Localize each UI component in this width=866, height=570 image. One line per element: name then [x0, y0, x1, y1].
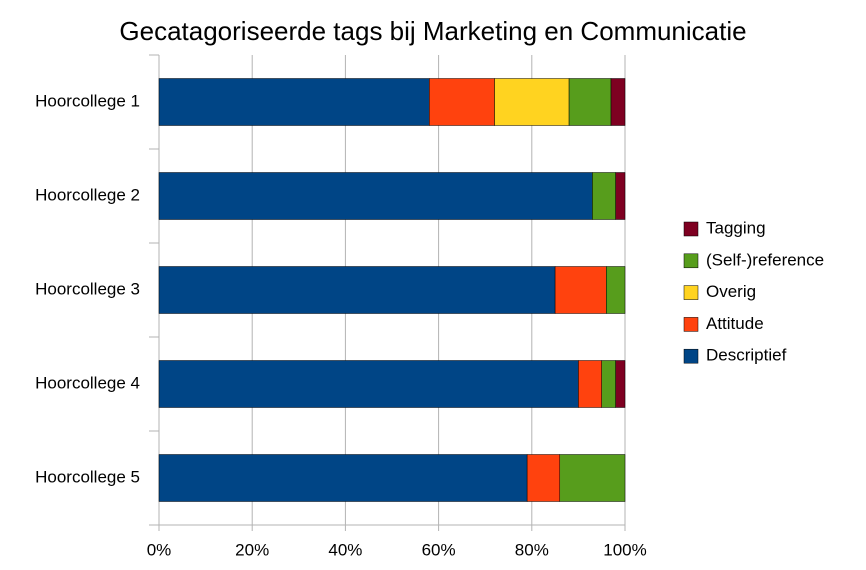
bar-segment [601, 360, 616, 408]
x-tick-label: 0% [147, 540, 172, 559]
x-tick-label: 20% [235, 540, 269, 559]
y-tick-label: Hoorcollege 3 [35, 279, 140, 298]
bar-segment [429, 78, 495, 126]
bar-segment [615, 172, 626, 220]
legend-swatch [683, 221, 699, 237]
legend-label: Attitude [706, 314, 764, 333]
bar-segment [578, 360, 602, 408]
bar-segment [494, 78, 570, 126]
legend-swatch [683, 317, 699, 332]
legend-swatch [683, 285, 699, 300]
bar-segment [158, 266, 556, 314]
bar-segment [606, 266, 626, 314]
legend-swatch [683, 348, 699, 364]
x-tick-label: 40% [328, 540, 362, 559]
legend-label: Descriptief [706, 346, 787, 365]
bar-segment [526, 454, 561, 502]
legend-label: Tagging [706, 218, 766, 237]
legend-swatch [683, 253, 699, 269]
bar-segment [610, 78, 626, 126]
y-tick-label: Hoorcollege 4 [35, 373, 140, 392]
y-tick-label: Hoorcollege 2 [35, 185, 140, 204]
bar-segment [559, 454, 626, 502]
legend-label: (Self-)reference [706, 250, 824, 269]
chart-title: Gecatagoriseerde tags bij Marketing en C… [119, 16, 746, 46]
y-tick-label: Hoorcollege 5 [35, 467, 140, 486]
bar-segment [158, 78, 430, 126]
bar-segment [592, 172, 616, 220]
y-tick-label: Hoorcollege 1 [35, 91, 140, 110]
bar-segment [158, 172, 593, 220]
bar-segment [615, 360, 626, 408]
bar-segment [554, 266, 607, 314]
bar-segment [568, 78, 612, 126]
bar-segment [158, 454, 528, 502]
x-tick-label: 100% [603, 540, 646, 559]
x-tick-label: 80% [515, 540, 549, 559]
legend-label: Overig [706, 282, 756, 301]
x-tick-label: 60% [422, 540, 456, 559]
bar-segment [158, 360, 579, 408]
